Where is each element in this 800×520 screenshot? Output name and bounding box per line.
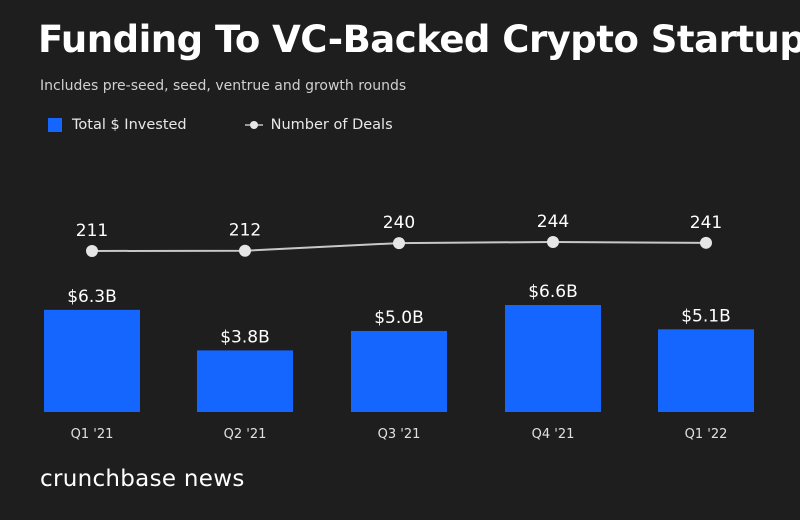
chart-subtitle: Includes pre-seed, seed, ventrue and gro…: [40, 78, 407, 94]
legend-bar-swatch: [48, 118, 62, 132]
legend-label-deals: Number of Deals: [270, 117, 393, 133]
legend-item-deals: Number of Deals: [244, 117, 393, 133]
brand-logo-text: crunchbase news: [40, 466, 245, 492]
bar-value-label-1: $6.3B: [67, 287, 117, 307]
legend-item-invested: Total $ Invested: [48, 117, 187, 133]
bar-value-label-3: $5.0B: [374, 308, 424, 328]
bar-5: [658, 329, 754, 412]
deals-value-label-1: 211: [76, 221, 108, 241]
deals-point-4: [547, 236, 559, 248]
deals-point-5: [700, 236, 712, 249]
deals-value-label-5: 241: [690, 213, 722, 233]
bar-4: [505, 305, 601, 412]
bar-value-label-5: $5.1B: [681, 306, 731, 326]
bar-2: [197, 350, 293, 412]
x-tick-label-2: Q2 '21: [224, 427, 267, 442]
chart-title: Funding To VC-Backed Crypto Startups: [38, 18, 800, 61]
legend-line-swatch: [244, 118, 263, 132]
bar-1: [44, 309, 140, 412]
deals-value-label-3: 240: [383, 213, 415, 233]
legend-label-invested: Total $ Invested: [72, 117, 187, 133]
bar-value-label-2: $3.8B: [220, 327, 270, 347]
bar-3: [351, 330, 447, 412]
deals-value-label-2: 212: [229, 221, 261, 241]
deals-point-2: [239, 244, 251, 257]
x-tick-label-5: Q1 '22: [685, 427, 728, 442]
deals-value-label-4: 244: [537, 212, 569, 232]
x-tick-label-1: Q1 '21: [71, 427, 114, 442]
bar-value-label-4: $6.6B: [528, 282, 578, 302]
x-tick-label-4: Q4 '21: [532, 427, 575, 442]
deals-point-3: [393, 237, 405, 250]
x-tick-label-3: Q3 '21: [378, 427, 421, 442]
deals-point-1: [86, 245, 98, 257]
legend: Total $ Invested Number of Deals: [48, 117, 451, 133]
